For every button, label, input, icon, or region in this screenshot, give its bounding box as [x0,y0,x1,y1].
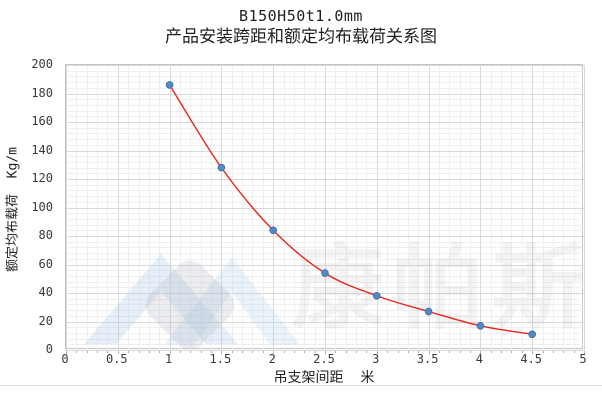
x-tick-label: 0 [61,352,69,366]
x-tick-label: 3 [372,352,380,366]
gridlines [66,65,585,351]
chart-title: B150H50t1.0mm [239,7,363,25]
y-axis-ticks: 0 20 40 60 80 100 120 140 160 180 200 [0,58,53,356]
x-tick-label: 3.5 [416,352,439,366]
y-tick-label: 100 [31,199,53,214]
x-tick-label: 4.5 [520,352,543,366]
x-tick-label: 1.5 [209,352,232,366]
data-point [217,163,226,172]
x-axis-ticks: 0 0.5 1 1.5 2 2.5 3 3.5 4 4.5 5 [61,352,586,367]
y-tick-label: 60 [38,256,53,271]
y-tick-label: 20 [38,313,53,328]
x-axis-label: 吊支架间距 米 [273,370,375,386]
chart-subtitle: 产品安装跨距和额定均布载荷关系图 [165,27,437,47]
data-point [321,269,329,277]
data-point [528,330,537,339]
y-tick-label: 200 [31,57,53,71]
data-point [476,321,485,330]
y-tick-label: 0 [45,342,53,356]
plot-area: 康帕斯 [65,64,585,356]
x-tick-label: 0.5 [105,352,128,366]
y-tick-label: 180 [31,85,53,100]
x-tick-label: 2 [268,352,276,366]
data-point [372,292,381,300]
y-tick-label: 40 [38,285,53,299]
page-divider [0,385,602,386]
chart-title-block: B150H50t1.0mm 产品安装跨距和额定均布载荷关系图 [1,6,601,48]
x-tick-label: 5 [579,352,587,366]
data-point [424,307,433,316]
data-point [269,226,278,235]
y-tick-label: 160 [31,114,53,128]
x-tick-label: 4 [475,352,483,366]
x-tick-label: 1 [164,352,173,366]
y-tick-label: 80 [38,228,53,242]
load-curve [169,84,533,335]
data-series [66,81,585,354]
x-tick-label: 2.5 [313,352,335,366]
data-point [165,81,174,89]
y-tick-label: 140 [31,142,53,157]
y-tick-label: 120 [31,171,53,185]
